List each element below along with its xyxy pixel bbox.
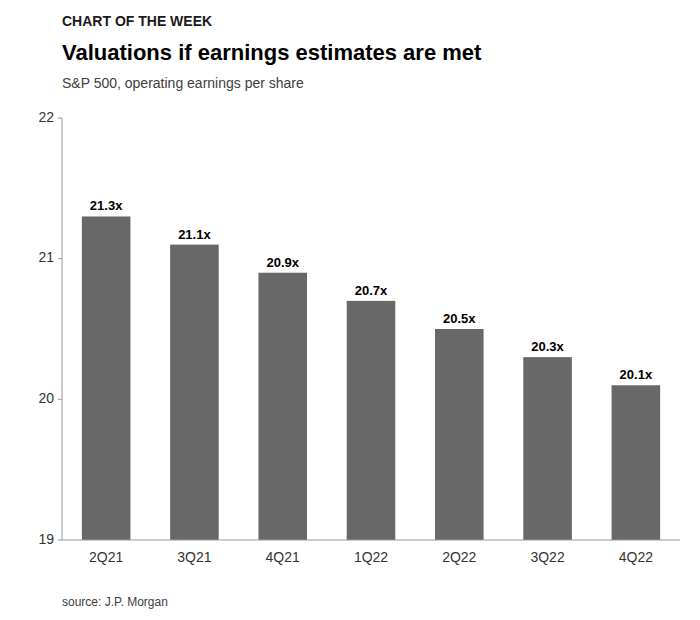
data-label: 20.9x [266,255,299,270]
source: source: J.P. Morgan [62,595,168,609]
bar [347,301,396,540]
data-label: 20.3x [531,339,564,354]
x-tick-label: 2Q22 [442,549,476,565]
y-tick [58,118,62,119]
y-tick [58,540,62,541]
y-tick-label: 19 [38,531,54,547]
y-tick [58,258,62,259]
title: Valuations if earnings estimates are met [62,40,482,65]
bar [612,385,661,540]
data-label: 21.3x [90,198,123,213]
y-tick-label: 22 [38,109,54,125]
x-axis [62,540,680,541]
bar [82,216,131,540]
x-tick-label: 1Q22 [354,549,388,565]
data-label: 20.5x [443,311,476,326]
bar [435,329,484,540]
y-tick [58,399,62,400]
y-tick-label: 20 [38,390,54,406]
bar [523,357,572,540]
data-label: 20.7x [355,283,388,298]
x-tick-label: 3Q21 [177,549,211,565]
subtitle: S&P 500, operating earnings per share [62,75,304,91]
y-axis [62,118,63,540]
bar [170,245,219,540]
x-tick-label: 4Q21 [266,549,300,565]
header: CHART OF THE WEEK [62,13,212,29]
x-tick-label: 2Q21 [89,549,123,565]
bars [82,216,660,540]
chart: CHART OF THE WEEK Valuations if earnings … [0,0,700,620]
x-tick-label: 3Q22 [530,549,564,565]
x-tick-label: 4Q22 [619,549,653,565]
data-label: 21.1x [178,227,211,242]
data-label: 20.1x [620,367,653,382]
bar [258,273,307,540]
y-tick-label: 21 [38,249,54,265]
